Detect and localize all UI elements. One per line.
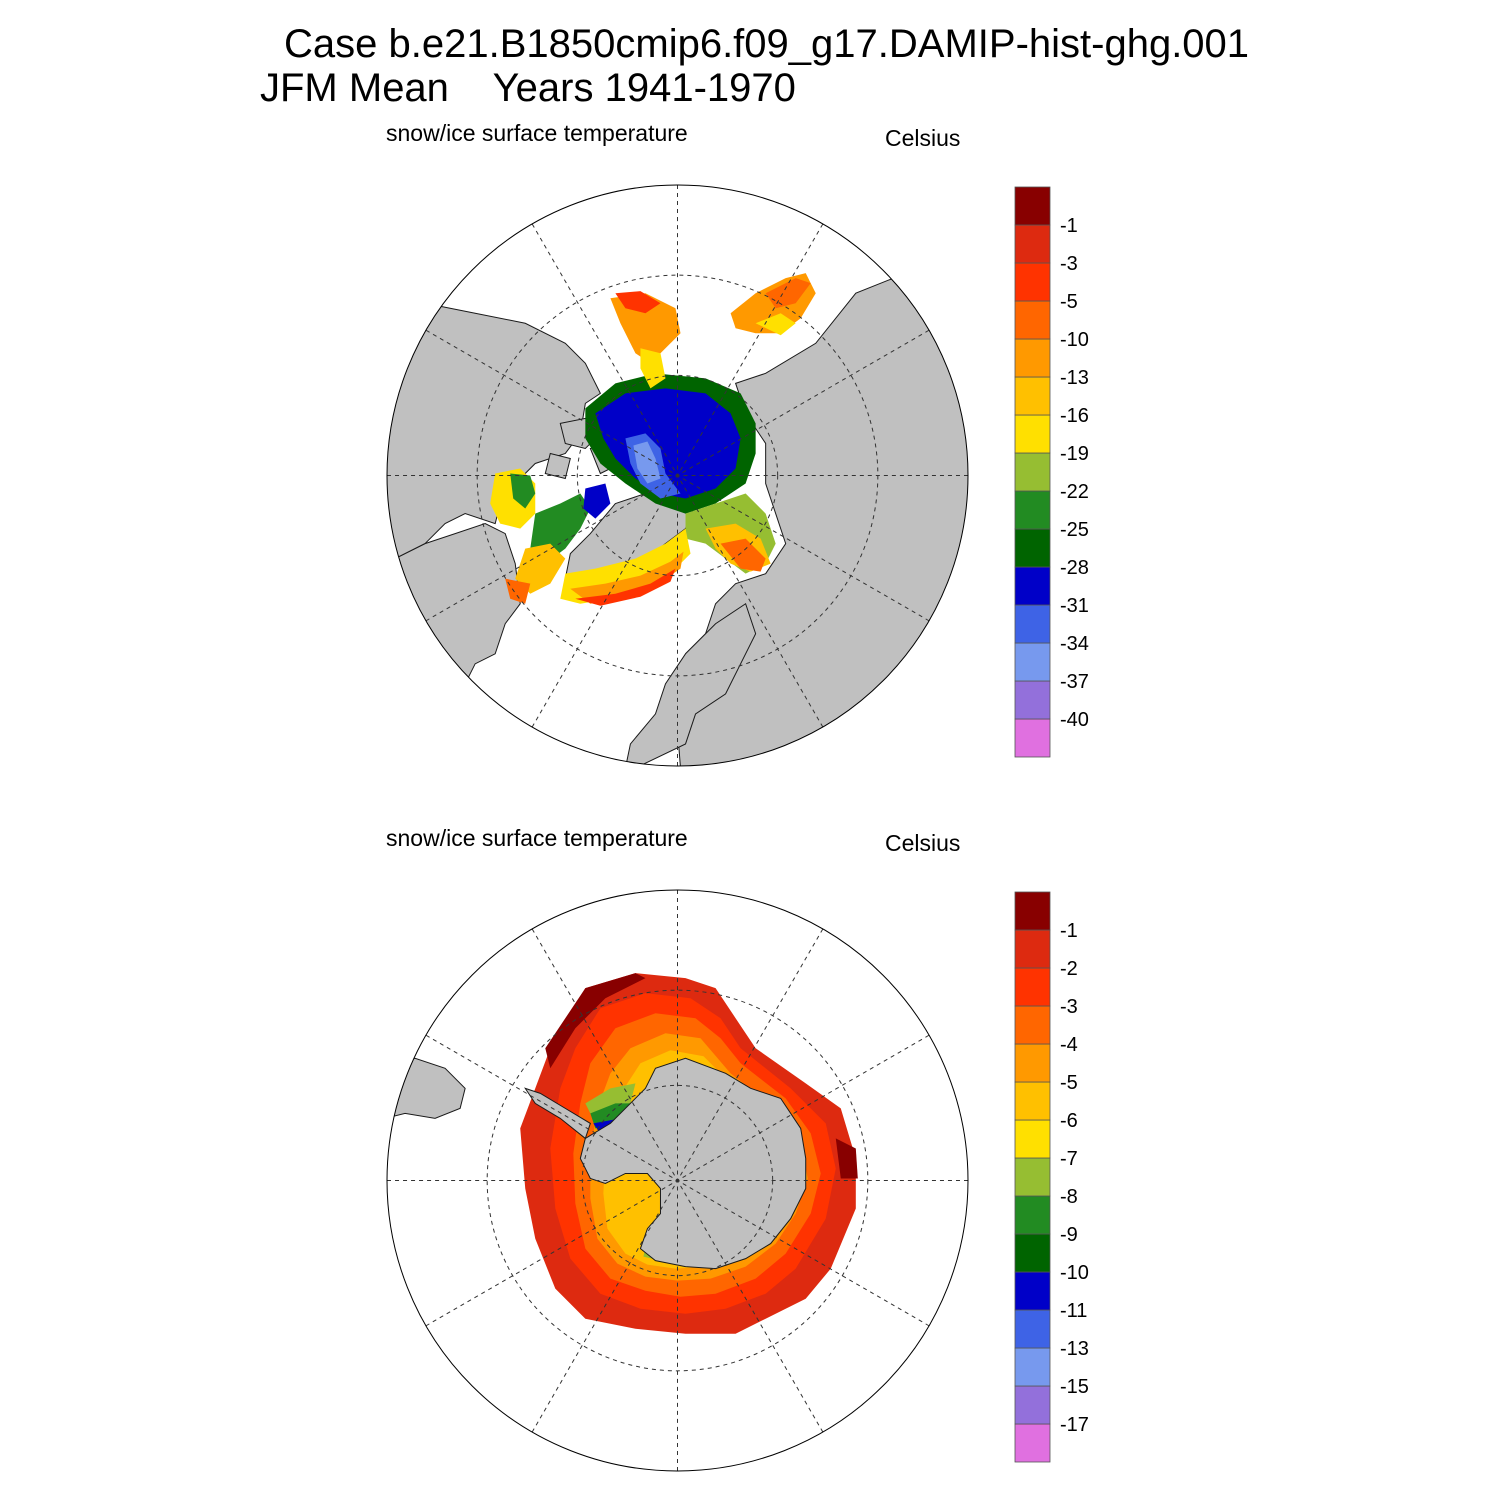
south-colorbar-tick-label: -7: [1060, 1148, 1078, 1170]
north-colorbar-tick-label: -40: [1060, 709, 1089, 731]
south-variable-label: snow/ice surface temperature: [386, 825, 688, 851]
south-colorbar-box: [1014, 1233, 1051, 1273]
figure-title-period: JFM Mean Years 1941-1970: [260, 66, 796, 110]
south-colorbar-box: [1014, 1119, 1051, 1159]
north-colorbar-tick-label: -3: [1060, 253, 1078, 275]
south-map-border: [386, 889, 969, 1472]
contour-band--5: [720, 538, 766, 572]
south-colorbar-box: [1014, 1005, 1051, 1045]
north-variable-label: snow/ice surface temperature: [386, 120, 688, 146]
south-colorbar-tick-label: -10: [1060, 1262, 1089, 1284]
contour-band--10: [570, 551, 684, 604]
contour-band--37: [633, 441, 661, 484]
okhotsk-band--5: [765, 278, 811, 309]
north-colorbar-box: [1014, 376, 1051, 416]
north-colorbar: -40 -37 -34 -31 -28 -25 -22 -19 -16 -13 -10 -5 -3 -1: [1014, 186, 1089, 758]
north-colorbar-tick-label: -34: [1060, 633, 1089, 655]
labrador-band--13: [515, 543, 566, 594]
north-colorbar-box: [1014, 224, 1051, 264]
north-map-border: [386, 184, 969, 767]
south-colorbar-tick-label: -11: [1060, 1300, 1087, 1322]
north-colorbar-box: [1014, 528, 1051, 568]
north-colorbar-tick-label: -31: [1060, 595, 1089, 617]
archipelago-island-3: [544, 452, 571, 480]
north-colorbar-tick-label: -1: [1060, 215, 1078, 237]
scandinavia-landmass: [624, 602, 757, 766]
south-colorbar-box: [1014, 1423, 1051, 1463]
north-colorbar-tick-label: -13: [1060, 367, 1089, 389]
south-colorbar-box: [1014, 1043, 1051, 1083]
north-colorbar-tick-label: -28: [1060, 557, 1089, 579]
south-colorbar-box: [1014, 1081, 1051, 1121]
figure-title-case: Case b.e21.B1850cmip6.f09_g17.DAMIP-hist…: [284, 22, 1250, 66]
hudson-band--25: [510, 473, 536, 509]
south-polar-map: [386, 889, 969, 1472]
south-colorbar-tick-label: -3: [1060, 996, 1078, 1018]
north-colorbar-box: [1014, 262, 1051, 302]
ring-band-max: [545, 973, 646, 1069]
south-colorbar-box: [1014, 929, 1051, 969]
contour-band--3: [575, 568, 676, 606]
antarctic-peninsula: [524, 1087, 591, 1140]
north-colorbar-box: [1014, 186, 1051, 226]
south-colorbar-box: [1014, 1309, 1051, 1349]
labrador-band--5: [505, 578, 531, 604]
north-colorbar-box: [1014, 414, 1051, 454]
north-colorbar-tick-label: -37: [1060, 671, 1089, 693]
north-colorbar-tick-label: -16: [1060, 405, 1089, 427]
north-colorbar-box: [1014, 642, 1051, 682]
south-graticule: [387, 890, 968, 1471]
south-colorbar-box: [1014, 1347, 1051, 1387]
south-colorbar-tick-label: -6: [1060, 1110, 1078, 1132]
baffin-band--31: [583, 483, 611, 519]
south-colorbar-tick-label: -9: [1060, 1224, 1078, 1246]
north-polar-map: [386, 184, 969, 767]
north-colorbar-tick-label: -25: [1060, 519, 1089, 541]
okhotsk-band--16: [755, 313, 796, 336]
south-colorbar-box: [1014, 1195, 1051, 1235]
south-colorbar-box: [1014, 967, 1051, 1007]
south-colorbar-box: [1014, 1157, 1051, 1197]
north-colorbar-box: [1014, 300, 1051, 340]
south-colorbar: -17 -15 -13 -11 -10 -9 -8 -7 -6 -5 -4 -3 -2 -1: [1014, 891, 1089, 1463]
north-colorbar-tick-label: -19: [1060, 443, 1089, 465]
south-colorbar-box: [1014, 1385, 1051, 1425]
north-colorbar-box: [1014, 566, 1051, 606]
south-colorbar-tick-label: -2: [1060, 958, 1078, 980]
north-colorbar-box: [1014, 718, 1051, 758]
north-colorbar-box: [1014, 338, 1051, 378]
contour-band--31: [595, 388, 741, 499]
south-colorbar-box: [1014, 1271, 1051, 1311]
south-colorbar-tick-label: -15: [1060, 1376, 1089, 1398]
south-colorbar-tick-label: -1: [1060, 920, 1078, 942]
north-colorbar-tick-label: -22: [1060, 481, 1089, 503]
north-graticule: [387, 185, 968, 766]
bering-band--10: [610, 293, 681, 364]
north-units-label: Celsius: [885, 125, 961, 151]
south-colorbar-box: [1014, 891, 1051, 931]
south-units-label: Celsius: [885, 830, 961, 856]
bering-band--3: [615, 291, 661, 314]
south-colorbar-tick-label: -17: [1060, 1414, 1089, 1436]
north-colorbar-box: [1014, 452, 1051, 492]
south-colorbar-tick-label: -5: [1060, 1072, 1078, 1094]
south-colorbar-tick-label: -4: [1060, 1034, 1078, 1056]
south-colorbar-tick-label: -8: [1060, 1186, 1078, 1208]
north-colorbar-box: [1014, 604, 1051, 644]
south-colorbar-tick-label: -13: [1060, 1338, 1089, 1360]
north-colorbar-tick-label: -10: [1060, 329, 1089, 351]
ring-band-east: [835, 1138, 858, 1179]
bering-band--16: [640, 348, 666, 389]
north-colorbar-box: [1014, 680, 1051, 720]
north-colorbar-box: [1014, 490, 1051, 530]
north-colorbar-tick-label: -5: [1060, 291, 1078, 313]
